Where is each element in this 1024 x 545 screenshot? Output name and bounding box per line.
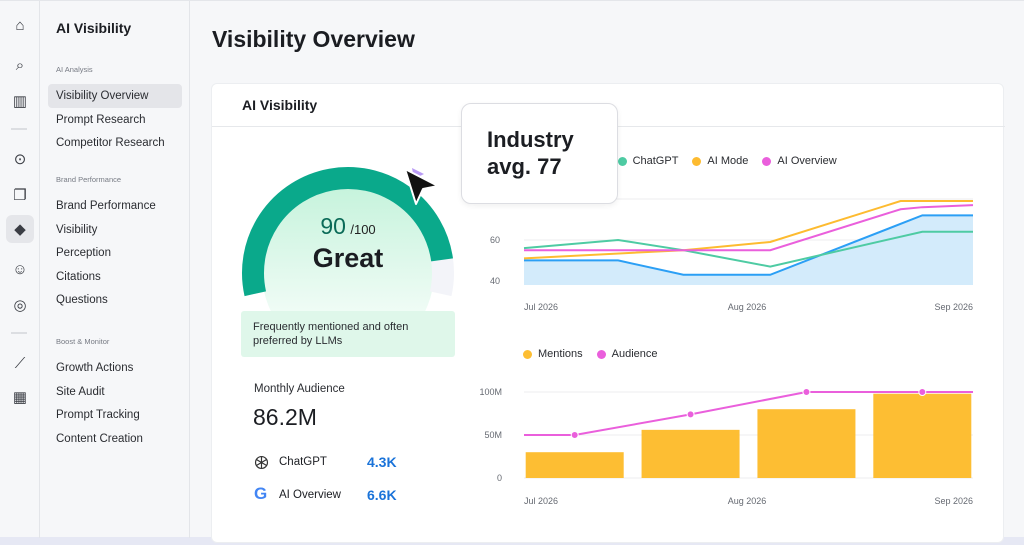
score-max: /100: [350, 222, 376, 237]
rail-divider: [11, 128, 27, 130]
source-name: AI Overview: [279, 489, 341, 501]
monthly-audience-value: 86.2M: [253, 404, 317, 430]
score: 90 /100: [240, 213, 456, 240]
sidebar-item-prompt-research[interactable]: Prompt Research: [56, 113, 146, 126]
mentions-bar-chart: 0 50M 100M Jul 2026 Aug 2026 Sep 2026: [479, 387, 973, 506]
legend-dot-icon: [692, 156, 702, 166]
score-label: Great: [312, 243, 384, 273]
rail-divider: [11, 332, 27, 334]
bar-chart-icon[interactable]: ▥: [12, 93, 28, 110]
gauge-fill: [242, 167, 453, 297]
sidebar: AI Visibility AI Analysis Visibility Over…: [40, 1, 190, 538]
legend-label: AI Overview: [777, 155, 837, 167]
legend-label: AI Mode: [707, 155, 749, 167]
audience-point[interactable]: [918, 388, 927, 396]
legend-label: Mentions: [538, 348, 583, 360]
legend-dot-icon: [523, 349, 532, 359]
sidebar-item-visibility-overview[interactable]: Visibility Overview: [48, 84, 182, 108]
ai-visibility-icon[interactable]: ◆: [6, 215, 34, 243]
sidebar-section-label: Boost & Monitor: [56, 337, 110, 346]
y-tick-label: 50M: [484, 430, 502, 440]
source-value: 4.3K: [367, 454, 397, 470]
x-tick-label: Jul 2026: [524, 302, 558, 312]
score-note: Frequently mentioned and often preferred…: [241, 311, 455, 357]
mentions-bar[interactable]: [873, 393, 972, 478]
y-tick-label: 100M: [479, 387, 502, 397]
y-tick-label: 60: [490, 235, 500, 245]
series-line-0: [524, 214, 973, 276]
grid-apps-icon[interactable]: ▦: [12, 389, 28, 406]
mentions-bar[interactable]: [525, 452, 624, 478]
mouse-cursor-icon: [404, 168, 439, 205]
sidebar-item-growth-actions[interactable]: Growth Actions: [56, 362, 134, 374]
legend-item[interactable]: AI Overview: [762, 155, 837, 167]
visibility-line-chart: 40 60 Jul 2026 Aug 2026 Sep 2026: [490, 198, 974, 312]
search-analytics-icon[interactable]: ⌕: [15, 56, 25, 74]
gauge-inner: [262, 187, 434, 311]
sidebar-item-brand-performance[interactable]: Brand Performance: [56, 200, 156, 212]
sidebar-item-questions[interactable]: Questions: [56, 294, 108, 307]
y-tick-label: 40: [490, 276, 500, 286]
score-value: 90: [320, 213, 346, 239]
legend-label: ChatGPT: [632, 155, 679, 167]
page-title: Visibility Overview: [212, 26, 415, 52]
monthly-audience-label: Monthly Audience: [254, 383, 345, 395]
series-line-3: [524, 204, 974, 252]
legend-item[interactable]: ChatGPT: [617, 155, 679, 167]
tooltip-line2: avg. 77: [487, 154, 562, 179]
sidebar-item-citations[interactable]: Citations: [56, 270, 101, 283]
copy-icon[interactable]: ❐: [13, 187, 27, 204]
x-tick-label: Jul 2026: [524, 496, 558, 506]
location-pin-icon[interactable]: ⊙: [13, 151, 27, 168]
sidebar-item-competitor-research[interactable]: Competitor Research: [56, 137, 165, 150]
target-cursor-icon[interactable]: ◎: [13, 297, 27, 314]
x-tick-label: Sep 2026: [934, 496, 973, 506]
legend-dot-icon: [762, 156, 772, 166]
source-ai-overview: G AI Overview 6.6K: [253, 484, 413, 504]
audience-point[interactable]: [686, 410, 695, 419]
sidebar-item-perception[interactable]: Perception: [56, 247, 111, 260]
google-icon: G: [254, 484, 268, 503]
sidebar-title: AI Visibility: [56, 20, 132, 36]
sidebar-item-content-creation[interactable]: Content Creation: [56, 432, 143, 445]
legend-item[interactable]: Mentions: [523, 348, 583, 360]
legend-item[interactable]: Audience: [596, 348, 658, 360]
legend-dot-icon: [617, 156, 627, 166]
legend-label: Audience: [611, 348, 658, 360]
source-name: ChatGPT: [279, 456, 327, 468]
series-line-1: [523, 230, 973, 268]
sidebar-item-site-audit[interactable]: Site Audit: [56, 385, 105, 398]
mentions-bar[interactable]: [641, 429, 740, 478]
sidebar-item-prompt-tracking[interactable]: Prompt Tracking: [56, 409, 140, 422]
score-gauge: [242, 167, 454, 311]
trend-chart-icon[interactable]: ⟋: [14, 354, 26, 372]
y-tick-label: 0: [497, 473, 502, 483]
x-tick-label: Sep 2026: [934, 302, 973, 312]
tooltip-line1: Industry: [487, 127, 574, 152]
sidebar-item-visibility[interactable]: Visibility: [56, 223, 98, 236]
audience-line: [524, 391, 973, 436]
audience-point[interactable]: [570, 431, 579, 439]
series-area: [524, 215, 973, 285]
icon-rail: ⌂ ⌕ ▥ ⊙ ❐ ◆ ☺ ◎ ⟋ ▦: [0, 1, 40, 538]
source-value: 6.6K: [367, 487, 397, 503]
x-tick-label: Aug 2026: [728, 496, 767, 506]
sidebar-section-label: AI Analysis: [56, 65, 93, 74]
audience-point[interactable]: [802, 388, 811, 396]
home-icon[interactable]: ⌂: [15, 16, 25, 34]
legend-item[interactable]: AI Mode: [692, 155, 748, 167]
industry-avg-tooltip: Industry avg. 77: [461, 103, 618, 204]
chat-icon[interactable]: ☺: [12, 260, 28, 278]
sidebar-section-label: Brand Performance: [56, 175, 122, 184]
source-chatgpt: ChatGPT 4.3K: [253, 454, 413, 472]
series-line-2: [523, 200, 973, 260]
bar-chart-legend: Mentions Audience: [523, 348, 658, 360]
openai-icon: [254, 455, 269, 470]
x-tick-label: Aug 2026: [728, 302, 767, 312]
legend-dot-icon: [596, 349, 606, 359]
card-title: AI Visibility: [242, 97, 318, 113]
mentions-bar[interactable]: [757, 409, 856, 478]
